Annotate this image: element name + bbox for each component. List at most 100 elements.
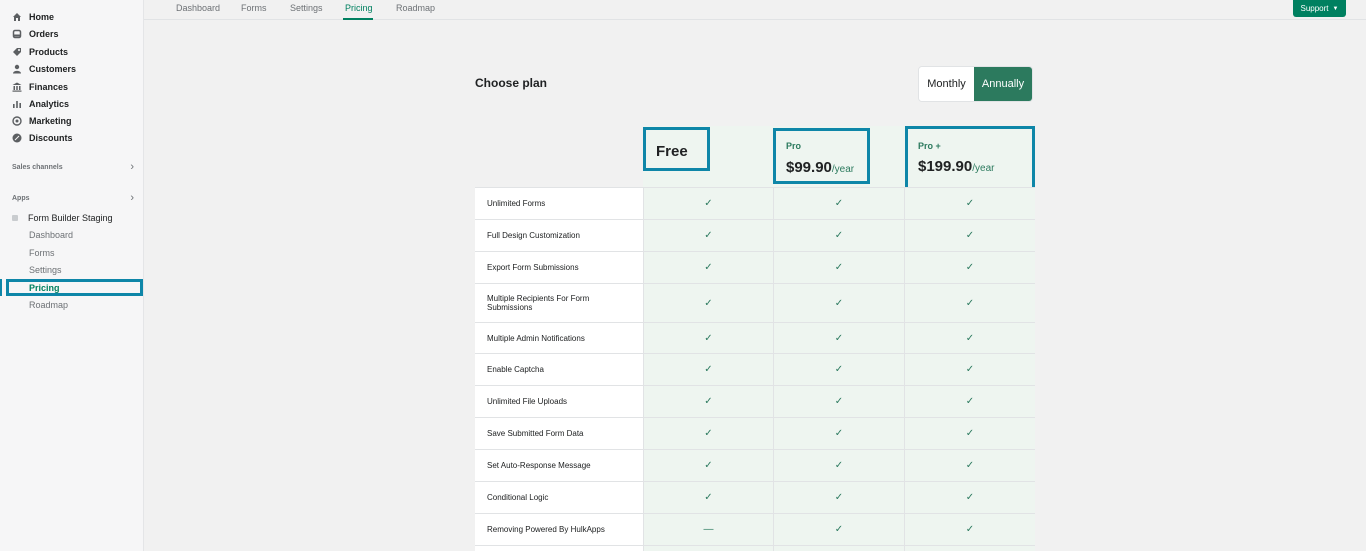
table-row: Export Form Submissions ✓ ✓ ✓ xyxy=(475,251,1035,283)
check-icon: ✓ xyxy=(773,220,904,251)
check-icon: ✓ xyxy=(773,188,904,219)
feature-label: Multiple Admin Notifications xyxy=(475,323,643,353)
nav-orders-label: Orders xyxy=(29,29,59,39)
table-row: Full Design Customization ✓ ✓ ✓ xyxy=(475,219,1035,251)
check-icon: ✓ xyxy=(904,220,1035,251)
plan-free-card[interactable]: Free xyxy=(643,127,710,171)
pricing-highlight-box xyxy=(6,279,143,296)
table-row xyxy=(475,545,1035,551)
check-icon: ✓ xyxy=(904,450,1035,481)
check-icon: ✓ xyxy=(643,418,773,449)
nav-finances[interactable]: Finances xyxy=(12,79,68,95)
check-icon: ✓ xyxy=(773,482,904,513)
table-row: Unlimited File Uploads ✓ ✓ ✓ xyxy=(475,385,1035,417)
check-icon: ✓ xyxy=(773,284,904,322)
nav-products[interactable]: Products xyxy=(12,44,68,60)
top-tabs: Dashboard Forms Settings Pricing Roadmap xyxy=(144,0,1366,20)
tag-icon xyxy=(12,47,22,57)
sidebar-item-roadmap[interactable]: Roadmap xyxy=(29,300,69,310)
table-row: Multiple Recipients For Form Submissions… xyxy=(475,283,1035,322)
check-icon: ✓ xyxy=(643,284,773,322)
check-icon: ✓ xyxy=(904,188,1035,219)
bar-chart-icon xyxy=(12,99,22,109)
sidebar: Home Orders Products Customers Finances … xyxy=(0,0,144,551)
app-form-builder[interactable]: Form Builder Staging xyxy=(12,213,113,223)
check-icon: ✓ xyxy=(904,354,1035,385)
check-icon: ✓ xyxy=(643,450,773,481)
apps-header[interactable]: Apps › xyxy=(12,192,134,204)
table-row: Multiple Admin Notifications ✓ ✓ ✓ xyxy=(475,322,1035,353)
plan-proplus-period: /year xyxy=(972,163,995,174)
billing-toggle: Monthly Annually xyxy=(918,66,1033,102)
sidebar-item-forms[interactable]: Forms xyxy=(29,248,55,258)
plan-pro-amount: $99.90 xyxy=(786,159,832,176)
table-row: Save Submitted Form Data ✓ ✓ ✓ xyxy=(475,417,1035,449)
check-icon: ✓ xyxy=(904,323,1035,353)
check-icon: ✓ xyxy=(643,386,773,417)
check-icon: ✓ xyxy=(904,482,1035,513)
plan-pro-card[interactable]: Pro $99.90/year xyxy=(773,128,870,184)
monthly-toggle[interactable]: Monthly xyxy=(919,67,975,101)
feature-label: Conditional Logic xyxy=(475,482,643,513)
nav-marketing[interactable]: Marketing xyxy=(12,113,72,129)
check-icon: ✓ xyxy=(773,323,904,353)
nav-discounts[interactable]: Discounts xyxy=(12,130,73,146)
check-icon: ✓ xyxy=(904,514,1035,545)
plan-pro-price: $99.90/year xyxy=(786,159,854,176)
check-icon: ✓ xyxy=(643,482,773,513)
sidebar-item-settings[interactable]: Settings xyxy=(29,265,62,275)
orders-icon xyxy=(12,29,22,39)
tab-dashboard[interactable]: Dashboard xyxy=(176,3,221,13)
check-icon: ✓ xyxy=(643,188,773,219)
apps-label: Apps xyxy=(12,194,30,202)
feature-label: Full Design Customization xyxy=(475,220,643,251)
annually-toggle[interactable]: Annually xyxy=(974,67,1032,101)
tab-roadmap[interactable]: Roadmap xyxy=(396,3,436,13)
dash-icon: — xyxy=(643,514,773,545)
check-icon: ✓ xyxy=(643,252,773,283)
nav-home-label: Home xyxy=(29,12,55,22)
nav-analytics-label: Analytics xyxy=(29,99,70,109)
sales-channels-header[interactable]: Sales channels › xyxy=(12,161,134,173)
check-icon: ✓ xyxy=(643,220,773,251)
check-icon: ✓ xyxy=(904,418,1035,449)
feature-label: Unlimited File Uploads xyxy=(475,386,643,417)
nav-products-label: Products xyxy=(29,47,69,57)
check-icon: ✓ xyxy=(904,252,1035,283)
tab-forms[interactable]: Forms xyxy=(241,3,267,13)
app-name-label: Form Builder Staging xyxy=(28,213,113,223)
tab-settings[interactable]: Settings xyxy=(290,3,323,13)
highlight-edge xyxy=(0,279,2,296)
nav-customers[interactable]: Customers xyxy=(12,61,76,77)
nav-analytics[interactable]: Analytics xyxy=(12,96,69,112)
tab-pricing[interactable]: Pricing xyxy=(345,3,373,13)
feature-label-partial xyxy=(475,546,643,551)
feature-label: Save Submitted Form Data xyxy=(475,418,643,449)
support-button[interactable]: Support ▼ xyxy=(1293,0,1346,17)
check-icon: ✓ xyxy=(643,354,773,385)
nav-discounts-label: Discounts xyxy=(29,133,73,143)
plan-pro-name: Pro xyxy=(786,141,802,151)
check-icon: ✓ xyxy=(773,514,904,545)
feature-label: Enable Captcha xyxy=(475,354,643,385)
check-icon: ✓ xyxy=(904,386,1035,417)
sidebar-item-dashboard[interactable]: Dashboard xyxy=(29,230,74,240)
person-icon xyxy=(12,64,22,74)
plan-proplus-price: $199.90/year xyxy=(918,158,994,175)
chevron-right-icon: › xyxy=(130,161,134,173)
nav-home[interactable]: Home xyxy=(12,9,54,25)
check-icon: ✓ xyxy=(904,284,1035,322)
feature-table: Unlimited Forms ✓ ✓ ✓ Full Design Custom… xyxy=(475,187,1035,551)
plan-proplus-card[interactable]: Pro + $199.90/year xyxy=(905,126,1035,196)
target-icon xyxy=(12,116,22,126)
cell-partial xyxy=(643,546,773,551)
sidebar-item-pricing[interactable]: Pricing xyxy=(29,283,60,293)
plan-free-name: Free xyxy=(656,143,688,160)
nav-orders[interactable]: Orders xyxy=(12,26,59,42)
table-row: Conditional Logic ✓ ✓ ✓ xyxy=(475,481,1035,513)
check-icon: ✓ xyxy=(773,386,904,417)
support-label: Support xyxy=(1300,4,1329,13)
page-title: Choose plan xyxy=(475,76,548,90)
check-icon: ✓ xyxy=(773,450,904,481)
feature-label: Export Form Submissions xyxy=(475,252,643,283)
